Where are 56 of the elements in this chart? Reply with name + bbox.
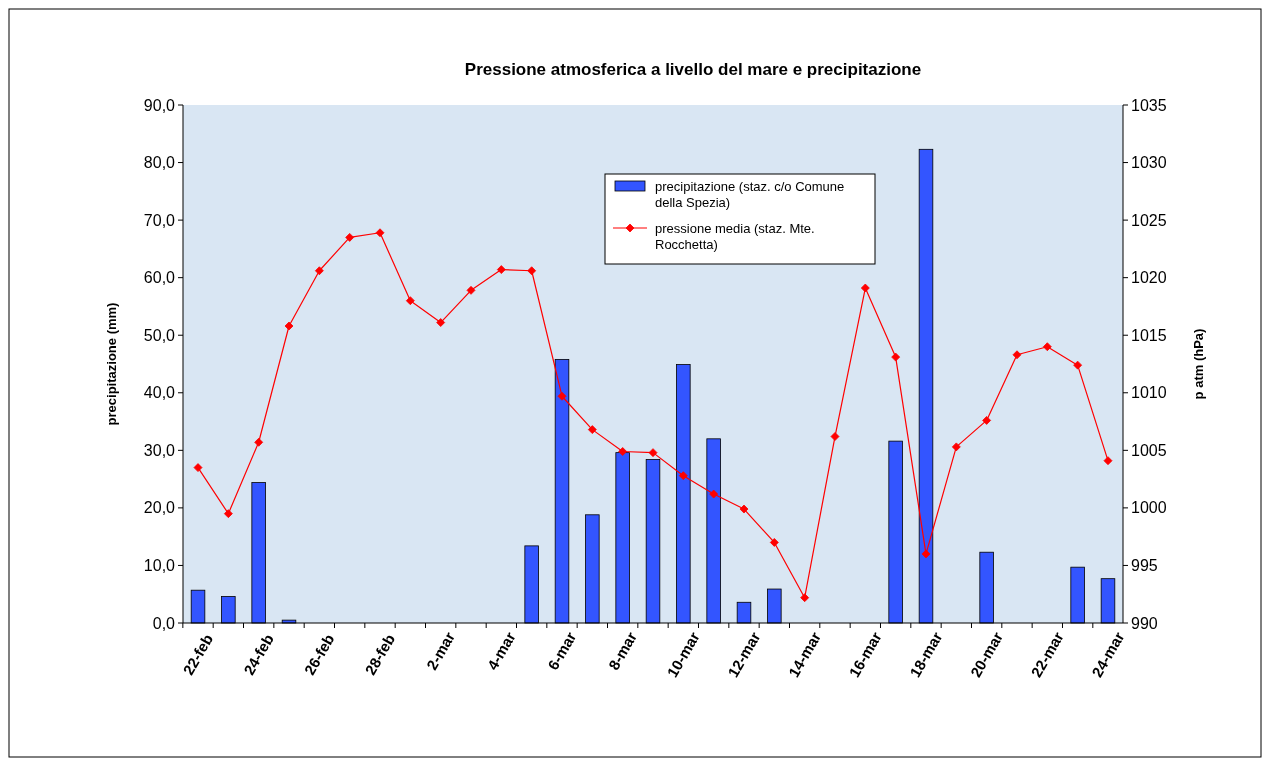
point — [982, 416, 992, 425]
y-tick-label: 50,0 — [143, 326, 176, 344]
point — [527, 266, 537, 276]
point — [375, 228, 385, 238]
y-tick-label: 20,0 — [143, 499, 176, 517]
point — [739, 504, 749, 514]
point — [405, 296, 415, 306]
point — [618, 447, 628, 456]
point — [1103, 456, 1113, 466]
point — [951, 442, 961, 452]
point — [1012, 350, 1022, 360]
y2-tick-label: 990 — [1131, 614, 1158, 632]
point — [1073, 360, 1083, 370]
y-tick-label: 80,0 — [143, 154, 176, 172]
y2-tick-label: 1005 — [1131, 441, 1167, 459]
point — [254, 437, 264, 447]
y2-tick-label: 1015 — [1131, 326, 1167, 344]
y2-tick-label: 1000 — [1131, 499, 1167, 517]
legend-label: precipitazione (staz. c/o Comune della Spezia) — [655, 178, 845, 210]
point — [223, 509, 233, 519]
y2-tick-label: 1020 — [1131, 269, 1167, 287]
point — [891, 352, 901, 362]
y2-tick-label: 1010 — [1131, 384, 1167, 402]
point — [314, 266, 324, 276]
y-tick-label: 0,0 — [152, 614, 176, 632]
y-tick-label: 40,0 — [143, 384, 176, 402]
legend-label: pressione media (staz. Mte. Rocchetta) — [655, 220, 815, 252]
point — [860, 283, 870, 293]
point — [557, 391, 567, 401]
point — [284, 321, 294, 331]
y-tick-label: 10,0 — [143, 557, 176, 575]
point — [1042, 342, 1052, 352]
point — [466, 285, 476, 295]
point — [769, 538, 779, 547]
y-tick-label: 60,0 — [143, 269, 176, 287]
point — [587, 425, 597, 435]
point — [678, 471, 688, 481]
point — [800, 593, 810, 603]
y-tick-label: 30,0 — [143, 441, 176, 459]
point — [345, 232, 355, 242]
y-axis-title: precipitazione (mm) — [104, 302, 119, 426]
y2-tick-label: 1030 — [1131, 154, 1167, 172]
point — [436, 318, 446, 327]
y2-tick-label: 995 — [1131, 557, 1158, 575]
point — [193, 463, 203, 472]
chart-title: Pressione atmosferica a livello del mare e precipitazione — [464, 60, 922, 79]
point — [830, 432, 840, 441]
point — [709, 489, 719, 499]
y-tick-label: 90,0 — [143, 96, 176, 114]
y2-tick-label: 1025 — [1131, 211, 1167, 229]
y2-tick-label: 1035 — [1131, 96, 1167, 114]
y2-axis-title: p atm (hPa) — [1191, 328, 1206, 400]
point — [648, 448, 658, 458]
point — [496, 265, 506, 275]
point — [921, 549, 931, 559]
y-tick-label: 70,0 — [143, 211, 176, 229]
